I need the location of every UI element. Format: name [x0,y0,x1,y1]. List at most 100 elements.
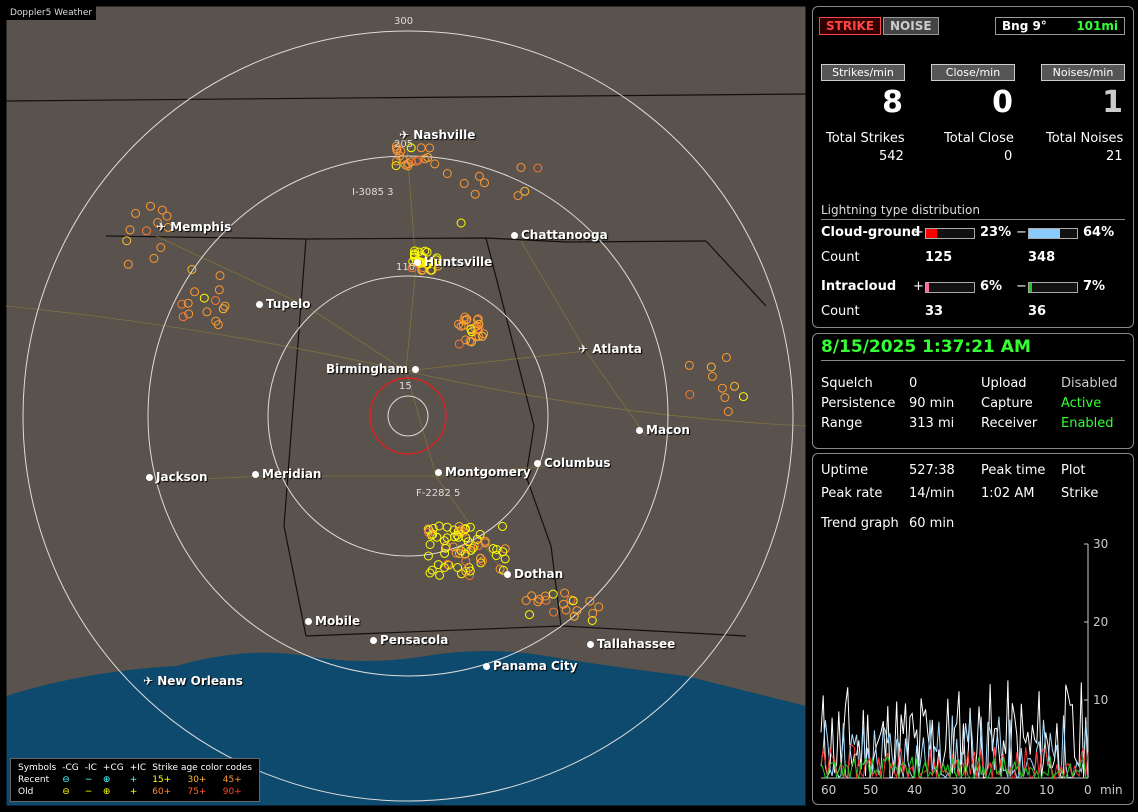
cg-neg-bar-fill [1029,229,1060,238]
strike-marker [131,208,141,218]
city-marker[interactable]: Huntsville [414,255,492,269]
strike-marker [569,611,579,621]
city-marker[interactable]: Pensacola [370,633,448,647]
noises-min-button[interactable]: Noises/min [1041,64,1125,81]
strike-marker [187,265,197,274]
strike-marker [459,178,469,188]
cg-minus-sign: − [1016,225,1027,240]
x-tick: 50 [863,783,878,797]
city-marker[interactable]: Tupelo [256,297,311,311]
trend-graph-value[interactable]: 60 min [909,516,955,531]
ring-label-205: 205 [394,139,414,150]
trend-line [820,754,1089,780]
strike-marker [202,307,212,317]
city-marker[interactable]: Panama City [483,659,577,673]
capture-label: Capture [981,396,1033,411]
city-marker[interactable]: Birmingham [326,362,422,376]
strike-marker [525,610,534,620]
city-marker[interactable]: Tallahassee [587,637,675,651]
city-marker[interactable]: Columbus [534,456,611,470]
upload-value[interactable]: Disabled [1061,376,1118,391]
strike-marker [392,144,402,154]
capture-value[interactable]: Active [1061,396,1102,411]
city-marker[interactable]: ✈ New Orleans [143,674,243,688]
city-marker[interactable]: Montgomery [435,465,531,479]
city-marker[interactable]: Mobile [305,614,360,628]
strike-marker [533,163,543,173]
strike-marker [146,201,155,211]
strike-marker [392,156,401,166]
plot-value[interactable]: Strike [1061,486,1099,501]
strike-marker [474,331,484,341]
strike-marker [534,594,544,604]
x-unit: min [1100,783,1123,797]
city-marker[interactable]: Chattanooga [511,228,608,242]
cg-neg-bar [1028,228,1078,239]
persistence-label: Persistence [821,396,896,411]
city-marker[interactable]: Macon [636,423,690,437]
cg-neg-pct: 64% [1083,225,1115,240]
ic-count-label: Count [821,304,860,319]
strike-marker [435,570,445,580]
strike-marker [156,243,166,252]
strike-marker [521,596,531,605]
city-marker[interactable]: ✈ Memphis [156,220,232,234]
cg-count-label: Count [821,250,860,265]
persistence-value[interactable]: 90 min [909,396,955,411]
strike-marker [472,315,482,325]
strike-marker [587,616,597,625]
strike-marker [684,360,694,370]
strike-marker [476,558,486,568]
strike-marker [409,249,419,259]
strike-marker [184,309,194,319]
range-label: Range [821,416,863,431]
range-value[interactable]: 313 mi [909,416,955,431]
strike-marker [527,591,537,601]
legend-row-label: Recent [18,775,50,785]
squelch-value[interactable]: 0 [909,376,918,391]
strike-marker [465,571,475,580]
strike-marker [474,171,484,181]
city-marker[interactable]: ✈ Atlanta [578,342,642,356]
strike-marker [498,547,508,557]
lightning-map[interactable]: Doppler5 Weather 300 205 110 15 I-3085 3… [6,6,806,806]
strike-marker [498,521,507,531]
city-marker[interactable]: Meridian [252,467,321,481]
strike-button[interactable]: STRIKE [819,17,882,35]
city-marker[interactable]: Dothan [504,567,563,581]
storm-label[interactable]: I-3085 3 [352,187,394,198]
x-tick: 40 [907,783,922,797]
bearing-value: Bng 9° [1002,19,1047,33]
strike-marker [157,205,167,215]
squelch-label: Squelch [821,376,873,391]
close-min-button[interactable]: Close/min [931,64,1015,81]
total-strikes-label: Total Strikes [826,131,905,146]
strike-marker [461,556,471,566]
strike-marker [721,353,731,362]
strike-marker [717,383,727,393]
strike-marker [407,263,417,273]
ring-label-300: 300 [394,16,414,27]
strikes-min-button[interactable]: Strikes/min [821,64,905,81]
distribution-title: Lightning type distribution [821,203,980,217]
strike-marker [420,246,430,256]
strike-marker [473,314,483,324]
strike-marker [434,521,444,531]
storm-label[interactable]: F-2282 5 [416,488,461,499]
ic-neg-bar-fill [1029,283,1033,292]
receiver-value[interactable]: Enabled [1061,416,1114,431]
noise-button[interactable]: NOISE [883,17,939,35]
strike-marker [474,324,484,334]
strike-marker [475,529,485,539]
city-marker[interactable]: Jackson [146,470,208,484]
receiver-label: Receiver [981,416,1038,431]
city-marker[interactable]: ✈ Nashville [399,128,476,142]
strike-marker [456,218,466,228]
strike-marker [738,392,748,402]
strike-marker [461,335,471,345]
strike-marker [561,605,571,615]
symbol-legend: Symbols -CG -IC +CG +IC Strike age color… [10,758,260,802]
divider [821,360,1125,361]
cg-pos-bar-fill [926,229,938,238]
age-code: 60+ [152,787,172,797]
